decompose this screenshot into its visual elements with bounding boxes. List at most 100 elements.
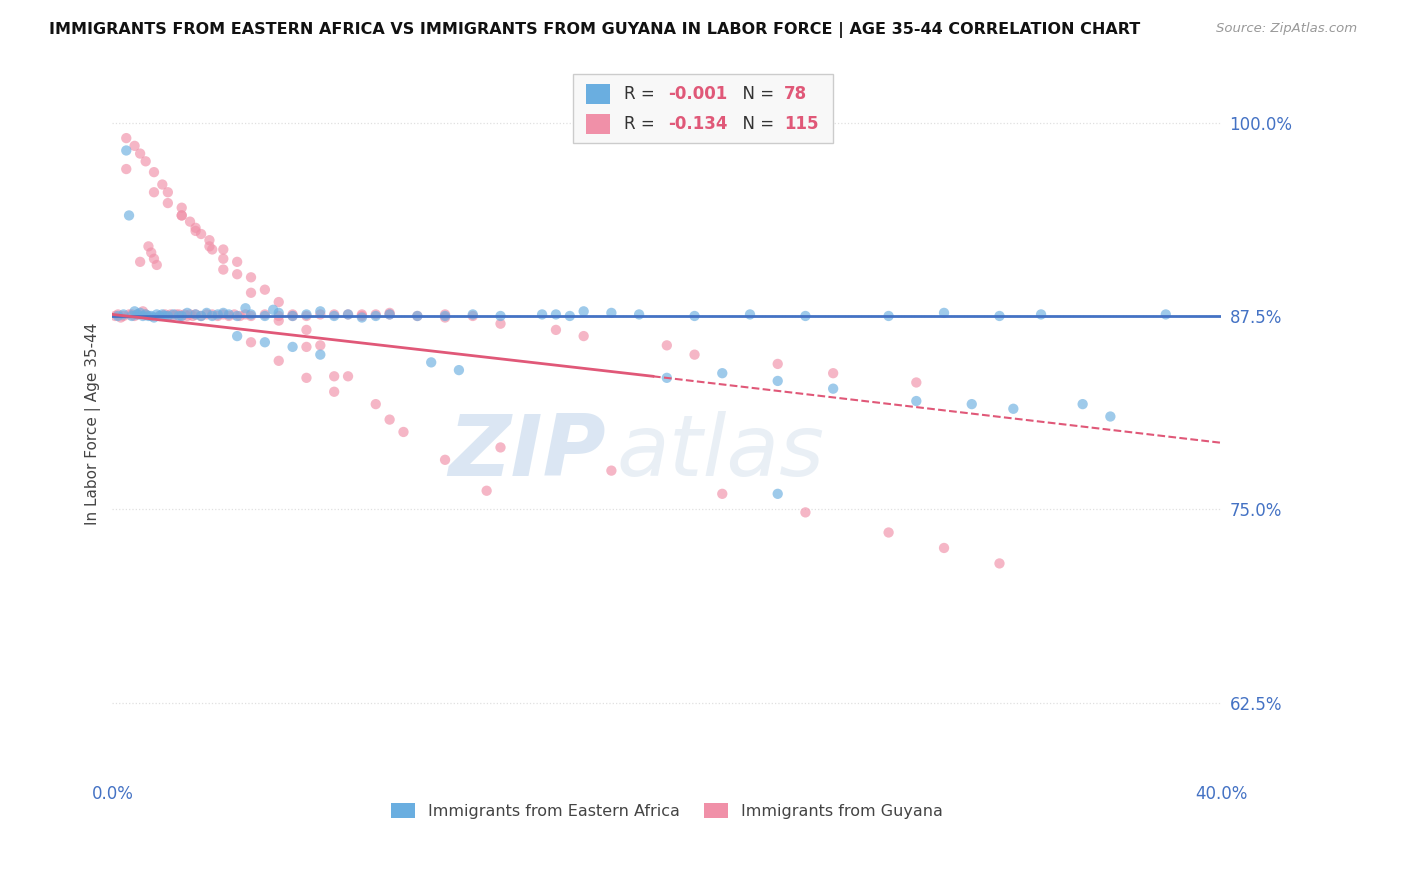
Point [162, 307, 184, 321]
Point [489, 317, 512, 331]
Point [323, 384, 346, 399]
Point [115, 162, 138, 177]
Text: -0.001: -0.001 [668, 86, 727, 103]
Point [201, 307, 224, 321]
Point [226, 267, 249, 281]
Point [267, 306, 290, 320]
Text: N =: N = [733, 115, 779, 133]
Point [364, 309, 387, 323]
Point [988, 309, 1011, 323]
Point [156, 196, 179, 211]
Point [267, 309, 290, 323]
Point [267, 313, 290, 327]
Point [148, 309, 170, 323]
Point [170, 209, 193, 223]
Point [138, 309, 160, 323]
Point [129, 306, 152, 320]
Point [198, 233, 221, 247]
Point [153, 309, 176, 323]
Text: 78: 78 [785, 86, 807, 103]
Point [461, 307, 484, 321]
Point [224, 307, 246, 321]
Point [253, 283, 276, 297]
Point [378, 307, 401, 321]
Point [207, 307, 229, 321]
Point [364, 397, 387, 411]
Point [1071, 397, 1094, 411]
Text: IMMIGRANTS FROM EASTERN AFRICA VS IMMIGRANTS FROM GUYANA IN LABOR FORCE | AGE 35: IMMIGRANTS FROM EASTERN AFRICA VS IMMIGR… [49, 22, 1140, 38]
Point [738, 307, 761, 321]
Point [378, 307, 401, 321]
Point [201, 243, 224, 257]
Point [167, 307, 190, 321]
Point [350, 309, 373, 323]
Point [406, 309, 429, 323]
Point [135, 307, 157, 321]
Point [240, 309, 263, 323]
Point [447, 363, 470, 377]
Point [572, 304, 595, 318]
Point [434, 452, 457, 467]
Point [143, 310, 166, 325]
Point [766, 487, 789, 501]
Point [655, 371, 678, 385]
Point [794, 309, 817, 323]
Point [124, 139, 146, 153]
Point [159, 307, 181, 321]
Point [198, 239, 221, 253]
Point [226, 255, 249, 269]
Point [190, 227, 212, 241]
Point [138, 239, 160, 253]
Point [461, 309, 484, 323]
Legend: Immigrants from Eastern Africa, Immigrants from Guyana: Immigrants from Eastern Africa, Immigran… [385, 797, 949, 825]
Point [145, 307, 167, 321]
Point [212, 252, 235, 266]
Point [170, 309, 193, 323]
Point [295, 340, 318, 354]
Point [1154, 307, 1177, 321]
Point [323, 309, 346, 323]
Point [309, 338, 332, 352]
Point [544, 307, 567, 321]
Point [176, 309, 198, 323]
Point [218, 309, 240, 323]
Point [141, 245, 163, 260]
Point [156, 309, 179, 323]
Point [229, 309, 252, 323]
Point [165, 307, 187, 321]
Point [115, 144, 138, 158]
Point [711, 487, 734, 501]
Point [112, 307, 135, 321]
Point [988, 557, 1011, 571]
Point [281, 340, 304, 354]
Point [121, 309, 143, 323]
Point [600, 306, 623, 320]
Point [877, 525, 900, 540]
Point [1002, 401, 1025, 416]
Point [267, 295, 290, 310]
Point [184, 307, 207, 321]
Point [932, 306, 955, 320]
Point [378, 412, 401, 426]
Point [170, 209, 193, 223]
Point [110, 310, 132, 325]
Point [235, 307, 257, 321]
FancyBboxPatch shape [586, 114, 610, 134]
Point [112, 309, 135, 323]
Point [148, 309, 170, 323]
Point [406, 309, 429, 323]
Point [628, 307, 651, 321]
Point [1099, 409, 1122, 424]
Point [267, 354, 290, 368]
Point [179, 307, 201, 321]
Point [240, 270, 263, 285]
Point [364, 307, 387, 321]
Point [135, 307, 157, 321]
Point [104, 309, 127, 323]
Point [323, 307, 346, 321]
Point [475, 483, 498, 498]
Point [170, 309, 193, 323]
Point [118, 209, 141, 223]
Point [295, 307, 318, 321]
Point [337, 369, 360, 384]
